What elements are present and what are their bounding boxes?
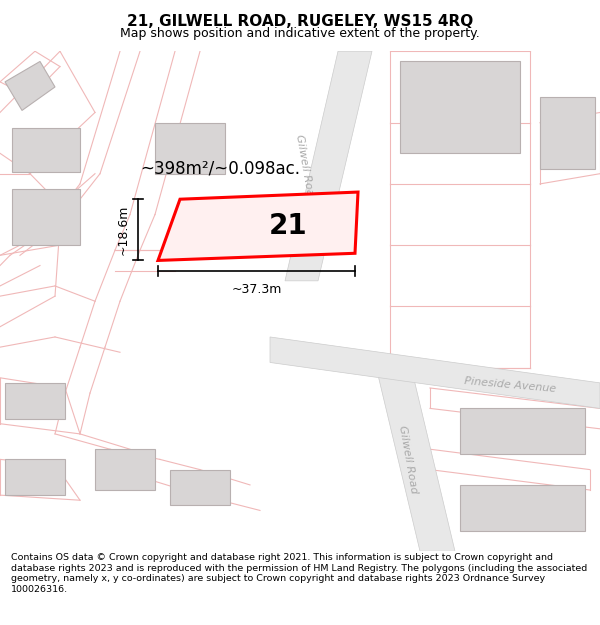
Polygon shape	[5, 383, 65, 419]
Polygon shape	[155, 122, 225, 174]
Polygon shape	[95, 449, 155, 490]
Polygon shape	[12, 189, 80, 245]
Polygon shape	[460, 485, 585, 531]
Polygon shape	[400, 61, 520, 153]
Text: ~398m²/~0.098ac.: ~398m²/~0.098ac.	[140, 159, 300, 177]
Polygon shape	[158, 192, 358, 261]
Text: 21, GILWELL ROAD, RUGELEY, WS15 4RQ: 21, GILWELL ROAD, RUGELEY, WS15 4RQ	[127, 14, 473, 29]
Text: Gilwell Road: Gilwell Road	[397, 424, 419, 494]
Polygon shape	[12, 127, 80, 172]
Text: 21: 21	[268, 213, 307, 240]
Text: Pineside Avenue: Pineside Avenue	[464, 376, 556, 394]
Text: Contains OS data © Crown copyright and database right 2021. This information is : Contains OS data © Crown copyright and d…	[11, 554, 587, 594]
Polygon shape	[460, 408, 585, 454]
Polygon shape	[540, 97, 595, 169]
Text: ~18.6m: ~18.6m	[117, 204, 130, 255]
Polygon shape	[5, 61, 55, 111]
Text: ~37.3m: ~37.3m	[232, 283, 281, 296]
Polygon shape	[5, 459, 65, 495]
Polygon shape	[375, 362, 455, 551]
Polygon shape	[270, 337, 600, 408]
Text: Gilwell Road: Gilwell Road	[294, 134, 316, 204]
Text: Map shows position and indicative extent of the property.: Map shows position and indicative extent…	[120, 27, 480, 40]
Polygon shape	[170, 469, 230, 506]
Polygon shape	[285, 51, 372, 281]
